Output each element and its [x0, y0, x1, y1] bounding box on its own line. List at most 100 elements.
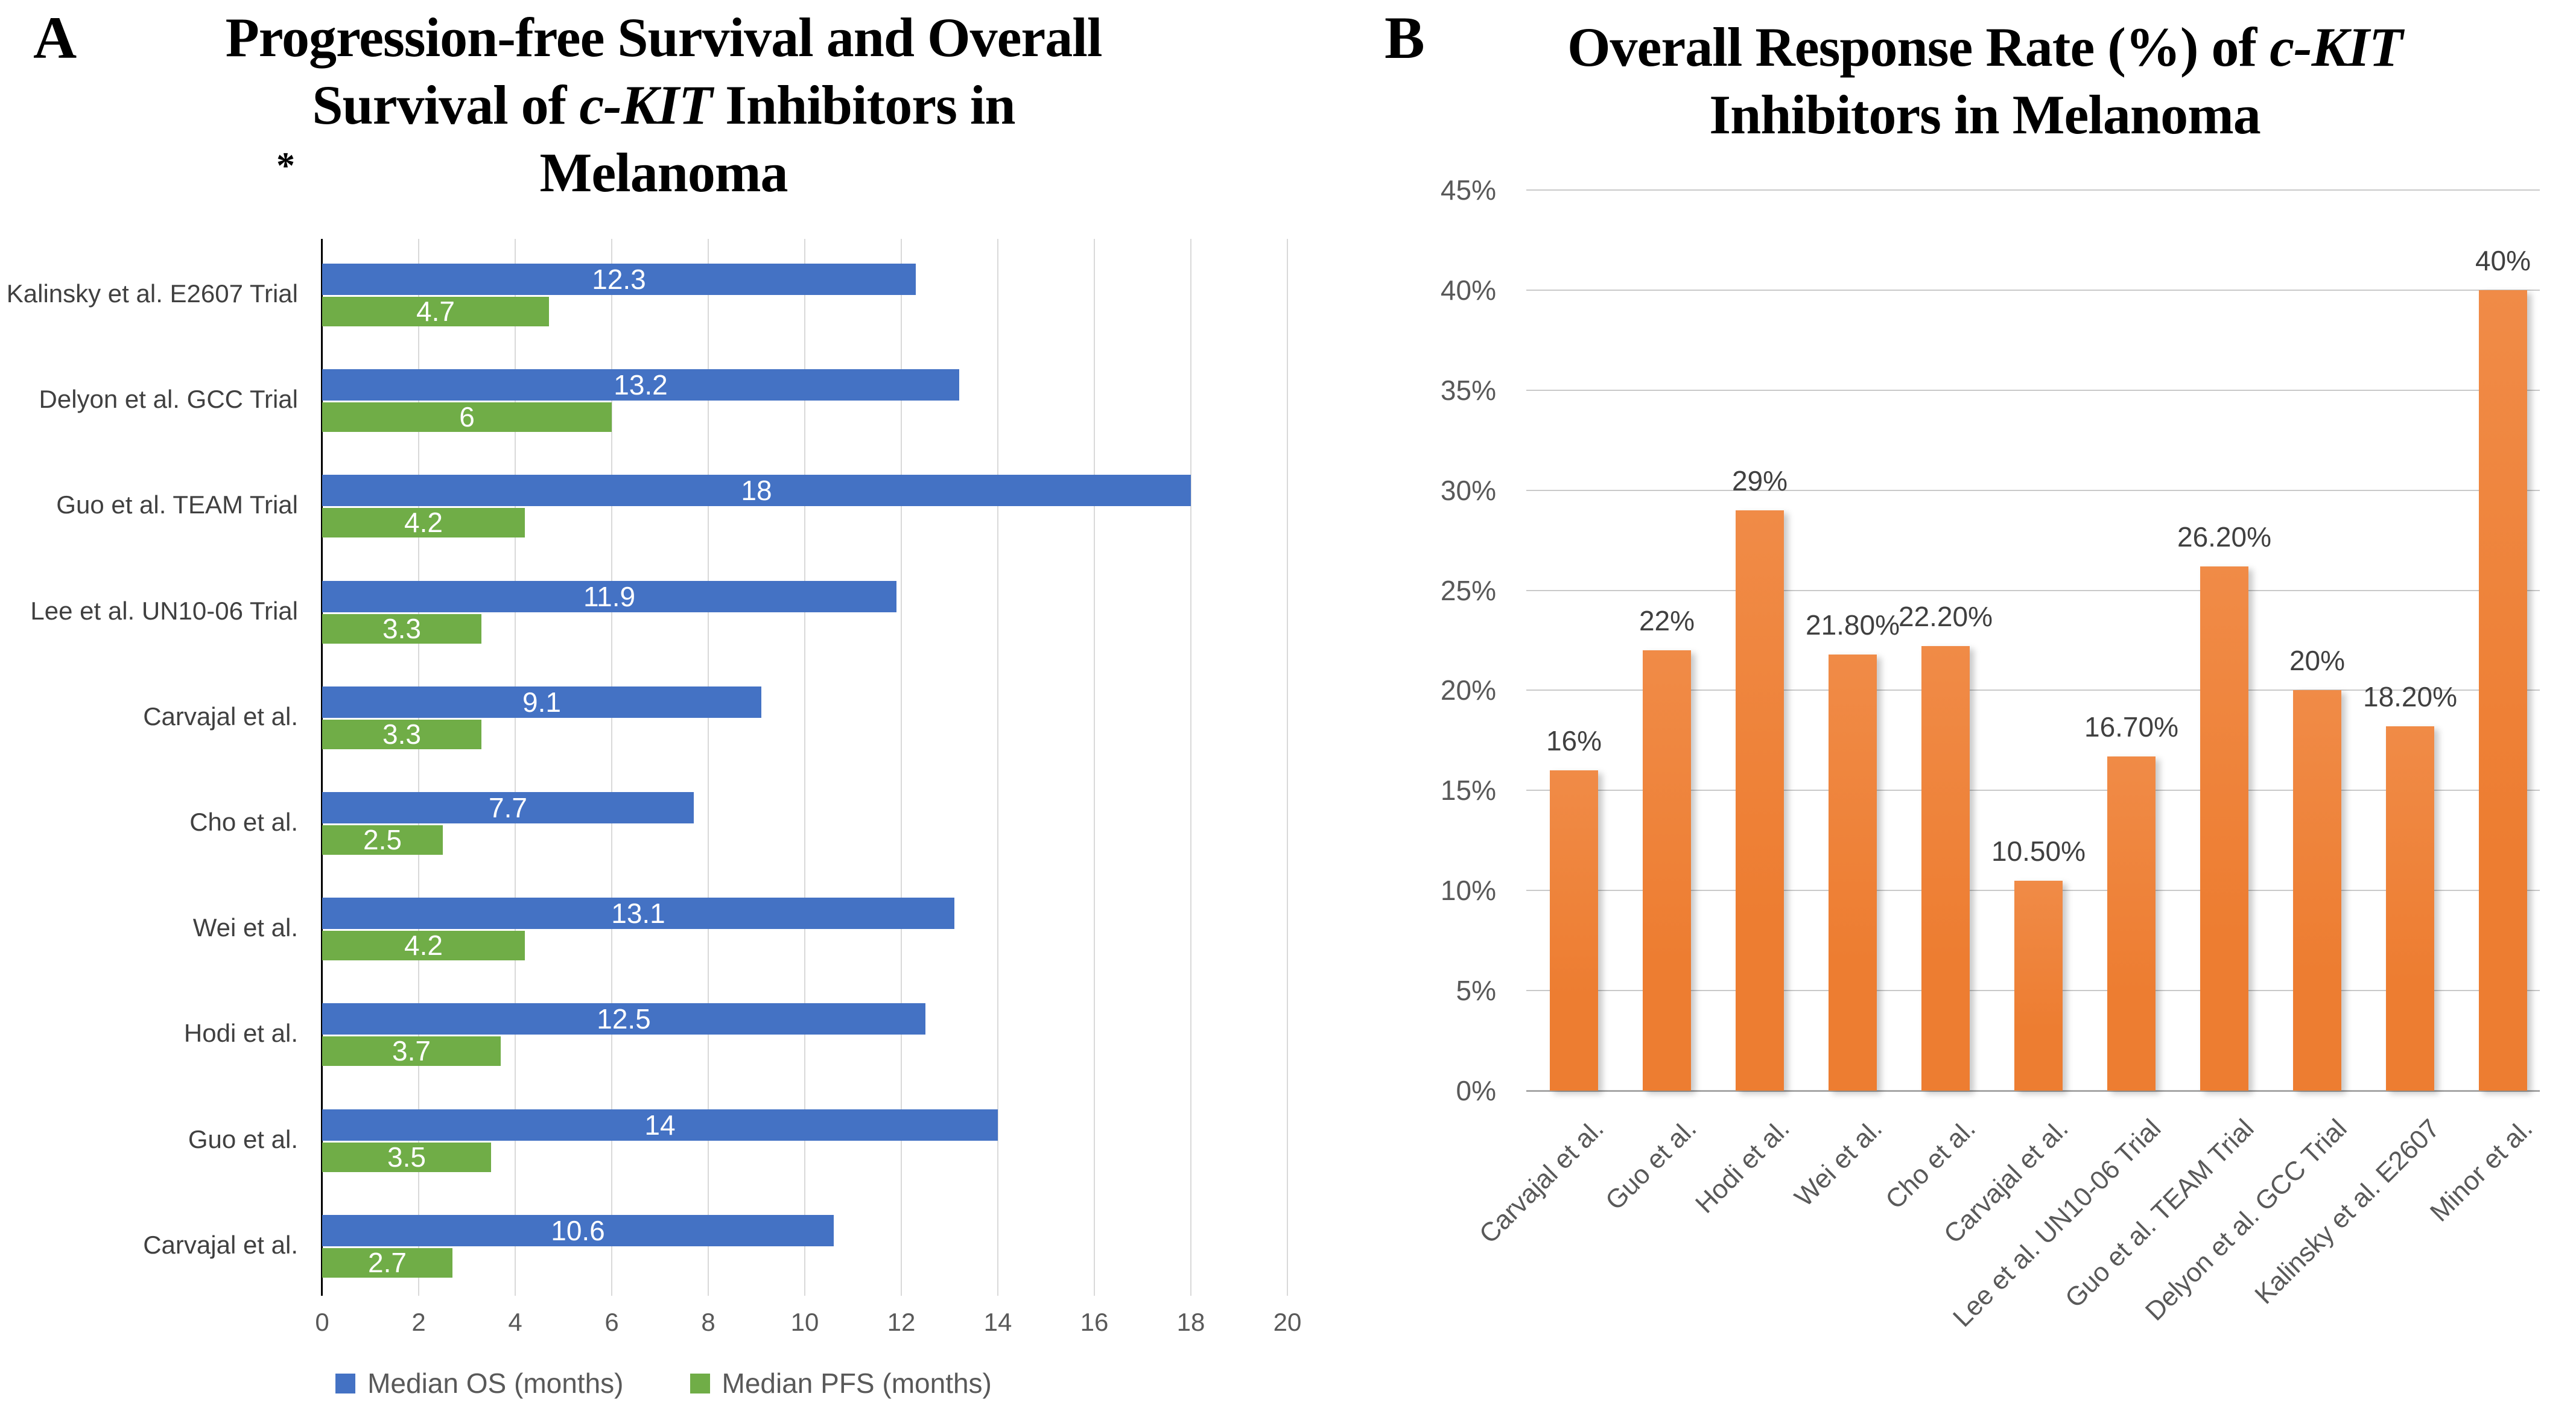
- panel-a-title: Progression-free Survival and Overall Su…: [151, 4, 1176, 206]
- chart-a-legend: Median OS (months) Median PFS (months): [0, 1367, 1327, 1400]
- pfs-bar-value: 6: [459, 401, 475, 433]
- category-label: Carvajal et al.: [143, 702, 298, 731]
- grid-line: [997, 239, 998, 1296]
- orr-bar-value: 16.70%: [2084, 711, 2178, 743]
- pfs-bar: [322, 402, 612, 433]
- os-bar-value: 7.7: [489, 792, 527, 823]
- panel-a-title-line3: Melanoma: [539, 142, 788, 203]
- os-bar: [322, 1214, 834, 1246]
- pfs-bar: [322, 1036, 501, 1067]
- os-bar-value: 18: [741, 475, 772, 507]
- orr-category-label: Carvajal et al.: [1473, 1114, 1610, 1249]
- category-label: Guo et al. TEAM Trial: [56, 490, 298, 519]
- pfs-bar: [322, 297, 549, 326]
- y-tick-label: 30%: [1440, 474, 1496, 506]
- os-bar: [322, 1109, 998, 1141]
- y-tick-label: 5%: [1456, 975, 1496, 1007]
- orr-bar-value: 10.50%: [1991, 835, 2086, 867]
- x-tick-label: 8: [701, 1308, 715, 1336]
- legend-item-os: Median OS (months): [335, 1367, 624, 1400]
- grid-line: [1526, 189, 2540, 191]
- panel-b-letter: B: [1385, 4, 1425, 71]
- os-bar-value: 13.1: [611, 898, 665, 930]
- panel-b-title-line2: Inhibitors in Melanoma: [1709, 84, 2260, 145]
- category-label: Cho et al.: [189, 808, 298, 836]
- grid-line: [418, 239, 419, 1296]
- pfs-bar: [322, 825, 443, 855]
- grid-line: [708, 239, 709, 1296]
- os-bar-value: 12.3: [592, 264, 646, 295]
- grid-line: [804, 239, 805, 1296]
- orr-bar: [1736, 510, 1784, 1091]
- os-bar: [322, 1003, 925, 1035]
- os-bar: [322, 792, 694, 823]
- orr-category-label: Kalinsky et al. E2607: [2249, 1114, 2446, 1310]
- orr-bar: [1921, 646, 1970, 1091]
- orr-bar: [1643, 650, 1691, 1091]
- pfs-bar-value: 4.7: [416, 296, 455, 327]
- category-label: Carvajal et al.: [143, 1230, 298, 1259]
- legend-item-pfs: Median PFS (months): [690, 1367, 992, 1400]
- pfs-bar-value: 3.3: [382, 612, 421, 644]
- orr-bar: [1550, 770, 1598, 1091]
- x-tick-label: 20: [1273, 1308, 1302, 1336]
- pfs-bar: [322, 931, 525, 961]
- panel-a-letter: A: [33, 4, 77, 71]
- orr-bar: [2107, 756, 2156, 1091]
- pfs-bar-value: 4.2: [404, 507, 443, 539]
- category-label: Guo et al.: [188, 1124, 298, 1153]
- x-tick-label: 0: [315, 1308, 329, 1336]
- pfs-bar-value: 3.7: [392, 1035, 431, 1067]
- category-label: Hodi et al.: [183, 1019, 298, 1048]
- x-tick-label: 14: [983, 1308, 1012, 1336]
- orr-bar: [2386, 726, 2434, 1091]
- y-tick-label: 15%: [1440, 775, 1496, 807]
- orr-bar: [2200, 566, 2248, 1091]
- os-bar: [322, 898, 954, 930]
- pfs-bar-value: 4.2: [404, 930, 443, 962]
- grid-line: [1287, 239, 1288, 1296]
- orr-bar-value: 16%: [1546, 725, 1602, 757]
- x-tick-label: 4: [508, 1308, 522, 1336]
- pfs-bar: [322, 719, 481, 749]
- x-tick-label: 2: [411, 1308, 426, 1336]
- os-bar: [322, 369, 959, 401]
- orr-bar-value: 20%: [2289, 645, 2346, 677]
- y-tick-label: 40%: [1440, 274, 1496, 306]
- y-tick-label: 10%: [1440, 875, 1496, 907]
- grid-line: [1526, 489, 2540, 491]
- grid-line: [1190, 239, 1191, 1296]
- x-tick-label: 6: [604, 1308, 619, 1336]
- orr-bar-value: 22.20%: [1898, 601, 1993, 633]
- pfs-bar: [322, 1142, 491, 1172]
- orr-bar-value: 40%: [2475, 244, 2531, 276]
- x-tick-label: 18: [1176, 1308, 1205, 1336]
- grid-line: [611, 239, 612, 1296]
- asterisk-annotation: *: [276, 145, 295, 186]
- os-bar: [322, 580, 896, 612]
- os-bar-value: 11.9: [583, 580, 636, 612]
- os-legend-label: Median OS (months): [367, 1368, 624, 1399]
- x-tick-label: 12: [887, 1308, 916, 1336]
- grid-line: [901, 239, 902, 1296]
- orr-bar-value: 18.20%: [2362, 681, 2457, 713]
- os-legend-swatch: [335, 1373, 356, 1393]
- os-bar: [322, 475, 1191, 507]
- orr-category-label: Guo et al. TEAM Trial: [2060, 1114, 2260, 1314]
- x-tick-label: 10: [790, 1308, 819, 1336]
- pfs-bar: [322, 508, 525, 538]
- grid-line: [1526, 589, 2540, 591]
- orr-bar: [2293, 690, 2341, 1091]
- orr-bar-value: 22%: [1639, 605, 1695, 637]
- orr-category-label: Guo et al.: [1600, 1114, 1702, 1216]
- orr-bar: [1829, 654, 1877, 1091]
- grid-line: [515, 239, 516, 1296]
- y-tick-label: 0%: [1456, 1075, 1496, 1106]
- panel-a-title-line2: Survival of c-KIT Inhibitors in: [312, 74, 1015, 136]
- grid-line: [1526, 790, 2540, 791]
- orr-bar-value: 29%: [1731, 464, 1788, 496]
- pfs-bar: [322, 1248, 452, 1278]
- y-tick-label: 20%: [1440, 674, 1496, 706]
- orr-category-label: Wei et al.: [1789, 1114, 1888, 1213]
